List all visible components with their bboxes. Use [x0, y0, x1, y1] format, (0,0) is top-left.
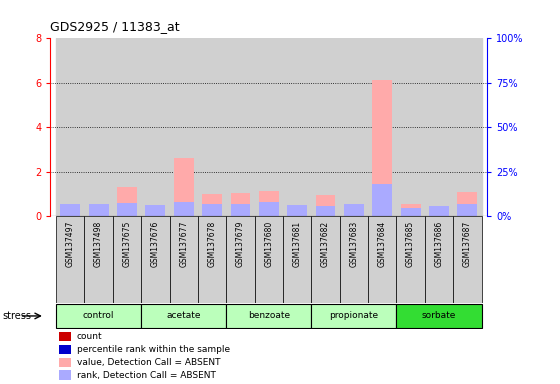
Bar [202, 204, 222, 216]
Bar [429, 211, 449, 216]
Bar [174, 202, 194, 216]
Bar [368, 38, 396, 216]
Bar [287, 206, 307, 216]
Bar [344, 204, 364, 216]
Bar [259, 190, 279, 216]
Bar [56, 38, 85, 216]
Bar [226, 216, 255, 303]
Bar [255, 38, 283, 216]
Bar [396, 38, 425, 216]
Bar [283, 216, 311, 303]
Text: GSM137676: GSM137676 [151, 220, 160, 267]
Bar [372, 184, 392, 216]
Bar [396, 216, 425, 303]
Bar [458, 204, 477, 216]
Text: GSM137497: GSM137497 [66, 220, 74, 267]
Bar [226, 38, 255, 216]
Text: GSM137498: GSM137498 [94, 220, 103, 267]
Bar [56, 216, 85, 303]
Bar [340, 216, 368, 303]
Bar [453, 216, 482, 303]
Bar [458, 192, 477, 216]
Bar [311, 216, 340, 303]
Text: sorbate: sorbate [422, 311, 456, 320]
Bar [255, 216, 283, 303]
Bar [141, 305, 226, 328]
Bar [59, 345, 71, 354]
Bar [401, 209, 421, 216]
Bar [141, 38, 170, 216]
Bar [113, 38, 141, 216]
Bar [340, 38, 368, 216]
Bar [425, 38, 453, 216]
Bar [117, 203, 137, 216]
Bar [311, 305, 396, 328]
Text: GSM137680: GSM137680 [264, 220, 273, 267]
Bar [226, 305, 311, 328]
Bar [202, 194, 222, 216]
Bar [287, 205, 307, 216]
Text: GSM137683: GSM137683 [349, 220, 358, 267]
Bar [141, 216, 170, 303]
Bar [170, 216, 198, 303]
Bar [60, 209, 80, 216]
Bar [88, 204, 109, 216]
Text: control: control [83, 311, 114, 320]
Text: GSM137687: GSM137687 [463, 220, 472, 267]
Bar [117, 187, 137, 216]
Text: value, Detection Call = ABSENT: value, Detection Call = ABSENT [77, 358, 220, 367]
Bar [170, 38, 198, 216]
Bar [198, 216, 226, 303]
Bar [85, 216, 113, 303]
Text: GSM137677: GSM137677 [179, 220, 188, 267]
Bar [316, 206, 335, 216]
Text: count: count [77, 332, 102, 341]
Text: GSM137675: GSM137675 [123, 220, 132, 267]
Bar [146, 211, 165, 216]
Text: rank, Detection Call = ABSENT: rank, Detection Call = ABSENT [77, 371, 216, 379]
Bar [59, 358, 71, 367]
Bar [60, 204, 80, 216]
Text: GSM137685: GSM137685 [406, 220, 415, 267]
Bar [396, 305, 482, 328]
Bar [146, 205, 165, 216]
Bar [316, 195, 335, 216]
Bar [88, 209, 109, 216]
Bar [231, 193, 250, 216]
Text: GSM137679: GSM137679 [236, 220, 245, 267]
Text: stress: stress [3, 311, 32, 321]
Bar [259, 202, 279, 216]
Text: GDS2925 / 11383_at: GDS2925 / 11383_at [50, 20, 180, 33]
Bar [401, 204, 421, 216]
Bar [59, 332, 71, 341]
Bar [283, 38, 311, 216]
Text: GSM137678: GSM137678 [208, 220, 217, 267]
Bar [453, 38, 482, 216]
Bar [85, 38, 113, 216]
Bar [368, 216, 396, 303]
Bar [174, 159, 194, 216]
Bar [113, 216, 141, 303]
Text: GSM137681: GSM137681 [293, 220, 302, 266]
Bar [425, 216, 453, 303]
Text: percentile rank within the sample: percentile rank within the sample [77, 345, 230, 354]
Bar [344, 206, 364, 216]
Bar [311, 38, 340, 216]
Bar [59, 371, 71, 380]
Text: benzoate: benzoate [248, 311, 290, 320]
Bar [198, 38, 226, 216]
Text: GSM137682: GSM137682 [321, 220, 330, 266]
Bar [56, 305, 141, 328]
Text: propionate: propionate [329, 311, 379, 320]
Text: acetate: acetate [166, 311, 201, 320]
Bar [231, 204, 250, 216]
Bar [372, 79, 392, 216]
Text: GSM137684: GSM137684 [378, 220, 387, 267]
Text: GSM137686: GSM137686 [435, 220, 444, 267]
Bar [429, 206, 449, 216]
